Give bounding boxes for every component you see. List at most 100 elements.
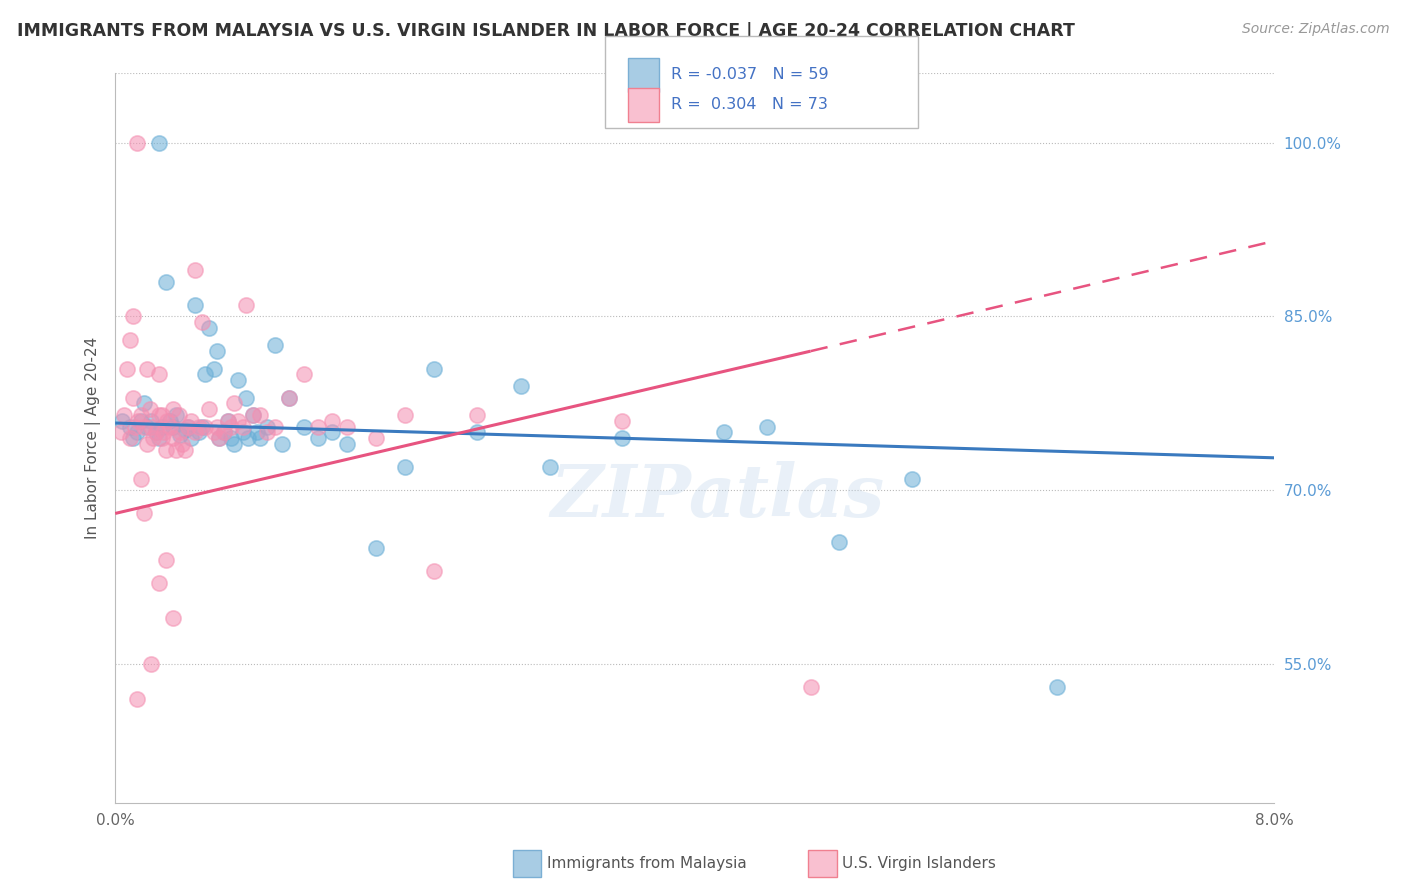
Point	[612, 431, 634, 445]
Point	[155, 442, 177, 457]
Text: IMMIGRANTS FROM MALAYSIA VS U.S. VIRGIN ISLANDER IN LABOR FORCE | AGE 20-24 CORR: IMMIGRANTS FROM MALAYSIA VS U.S. VIRGIN …	[17, 22, 1074, 40]
Point	[153, 425, 176, 440]
Point	[202, 361, 225, 376]
Point	[202, 425, 225, 440]
Point	[165, 442, 187, 457]
Point	[467, 408, 489, 422]
Point	[198, 321, 221, 335]
Text: U.S. Virgin Islanders: U.S. Virgin Islanders	[842, 856, 995, 871]
Text: R = -0.037   N = 59: R = -0.037 N = 59	[671, 68, 828, 82]
Point	[145, 425, 167, 440]
Point	[799, 681, 821, 695]
Point	[713, 425, 735, 440]
Point	[238, 431, 260, 445]
Point	[139, 402, 162, 417]
Point	[242, 408, 264, 422]
Point	[205, 419, 228, 434]
Point	[125, 692, 148, 706]
Point	[292, 419, 315, 434]
Point	[134, 507, 156, 521]
Point	[145, 425, 167, 440]
Point	[321, 414, 343, 428]
Point	[173, 442, 195, 457]
Point	[232, 419, 254, 434]
Point	[278, 391, 301, 405]
Point	[292, 368, 315, 382]
Point	[162, 402, 184, 417]
Point	[307, 431, 329, 445]
Point	[118, 333, 141, 347]
Point	[148, 368, 170, 382]
Point	[394, 460, 416, 475]
Point	[249, 408, 271, 422]
Point	[212, 425, 235, 440]
Point	[148, 136, 170, 150]
Point	[141, 414, 163, 428]
Point	[222, 396, 245, 410]
Y-axis label: In Labor Force | Age 20-24: In Labor Force | Age 20-24	[86, 337, 101, 540]
Point	[159, 419, 181, 434]
Point	[165, 408, 187, 422]
Point	[235, 391, 257, 405]
Point	[208, 431, 231, 445]
Point	[155, 553, 177, 567]
Point	[148, 576, 170, 591]
Point	[121, 431, 143, 445]
Point	[246, 425, 269, 440]
Point	[162, 431, 184, 445]
Point	[219, 431, 242, 445]
Point	[184, 263, 207, 277]
Point	[188, 419, 211, 434]
Point	[205, 344, 228, 359]
Point	[167, 408, 190, 422]
Point	[125, 136, 148, 150]
Point	[150, 419, 173, 434]
Point	[136, 361, 159, 376]
Point	[169, 427, 191, 442]
Point	[188, 425, 211, 440]
Point	[191, 315, 214, 329]
Point	[129, 472, 152, 486]
Point	[509, 379, 531, 393]
Point	[467, 425, 489, 440]
Point	[159, 414, 181, 428]
Point	[169, 425, 191, 440]
Point	[321, 425, 343, 440]
Point	[423, 565, 446, 579]
Text: Source: ZipAtlas.com: Source: ZipAtlas.com	[1241, 22, 1389, 37]
Point	[129, 414, 152, 428]
Point	[270, 437, 292, 451]
Point	[141, 657, 163, 672]
Point	[235, 298, 257, 312]
Point	[394, 408, 416, 422]
Point	[156, 414, 179, 428]
Point	[111, 414, 134, 428]
Point	[828, 535, 851, 549]
Point	[162, 611, 184, 625]
Text: ZIPatlas: ZIPatlas	[551, 461, 884, 532]
Point	[232, 425, 254, 440]
Point	[1046, 681, 1069, 695]
Point	[222, 437, 245, 451]
Point	[118, 431, 141, 445]
Point	[170, 437, 193, 451]
Point	[148, 408, 170, 422]
Point	[249, 431, 271, 445]
Point	[212, 425, 235, 440]
Point	[155, 275, 177, 289]
Point	[180, 414, 202, 428]
Point	[180, 431, 202, 445]
Point	[228, 414, 250, 428]
Point	[307, 419, 329, 434]
Point	[136, 419, 159, 434]
Point	[184, 298, 207, 312]
Point	[194, 419, 217, 434]
Point	[336, 419, 359, 434]
Point	[198, 402, 221, 417]
Point	[142, 431, 165, 445]
Point	[423, 361, 446, 376]
Point	[134, 419, 156, 434]
Point	[242, 408, 264, 422]
Point	[110, 425, 132, 440]
Point	[184, 425, 207, 440]
